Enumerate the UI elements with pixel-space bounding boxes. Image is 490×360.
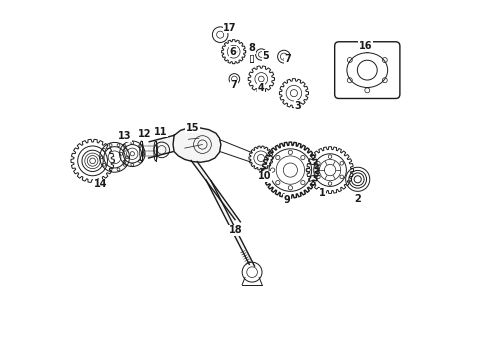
Text: 10: 10 — [258, 171, 271, 181]
FancyBboxPatch shape — [335, 42, 400, 99]
Text: 2: 2 — [354, 194, 361, 204]
Text: 7: 7 — [285, 54, 292, 64]
Text: 12: 12 — [138, 129, 152, 139]
Text: 8: 8 — [248, 43, 255, 53]
Text: 6: 6 — [230, 47, 236, 57]
Text: 14: 14 — [94, 179, 107, 189]
Text: 16: 16 — [359, 41, 372, 51]
Text: 1: 1 — [319, 189, 326, 198]
Text: 18: 18 — [229, 225, 243, 235]
Text: 3: 3 — [294, 100, 301, 111]
Text: 9: 9 — [283, 195, 290, 205]
Polygon shape — [191, 161, 241, 222]
Text: 7: 7 — [230, 80, 237, 90]
Text: 11: 11 — [154, 127, 168, 137]
Text: 15: 15 — [186, 122, 199, 132]
Polygon shape — [148, 135, 174, 158]
Polygon shape — [173, 127, 221, 162]
Text: 17: 17 — [223, 23, 237, 33]
Polygon shape — [206, 180, 255, 266]
Text: 13: 13 — [118, 131, 131, 141]
Text: 5: 5 — [262, 51, 269, 61]
Text: 4: 4 — [258, 83, 265, 93]
